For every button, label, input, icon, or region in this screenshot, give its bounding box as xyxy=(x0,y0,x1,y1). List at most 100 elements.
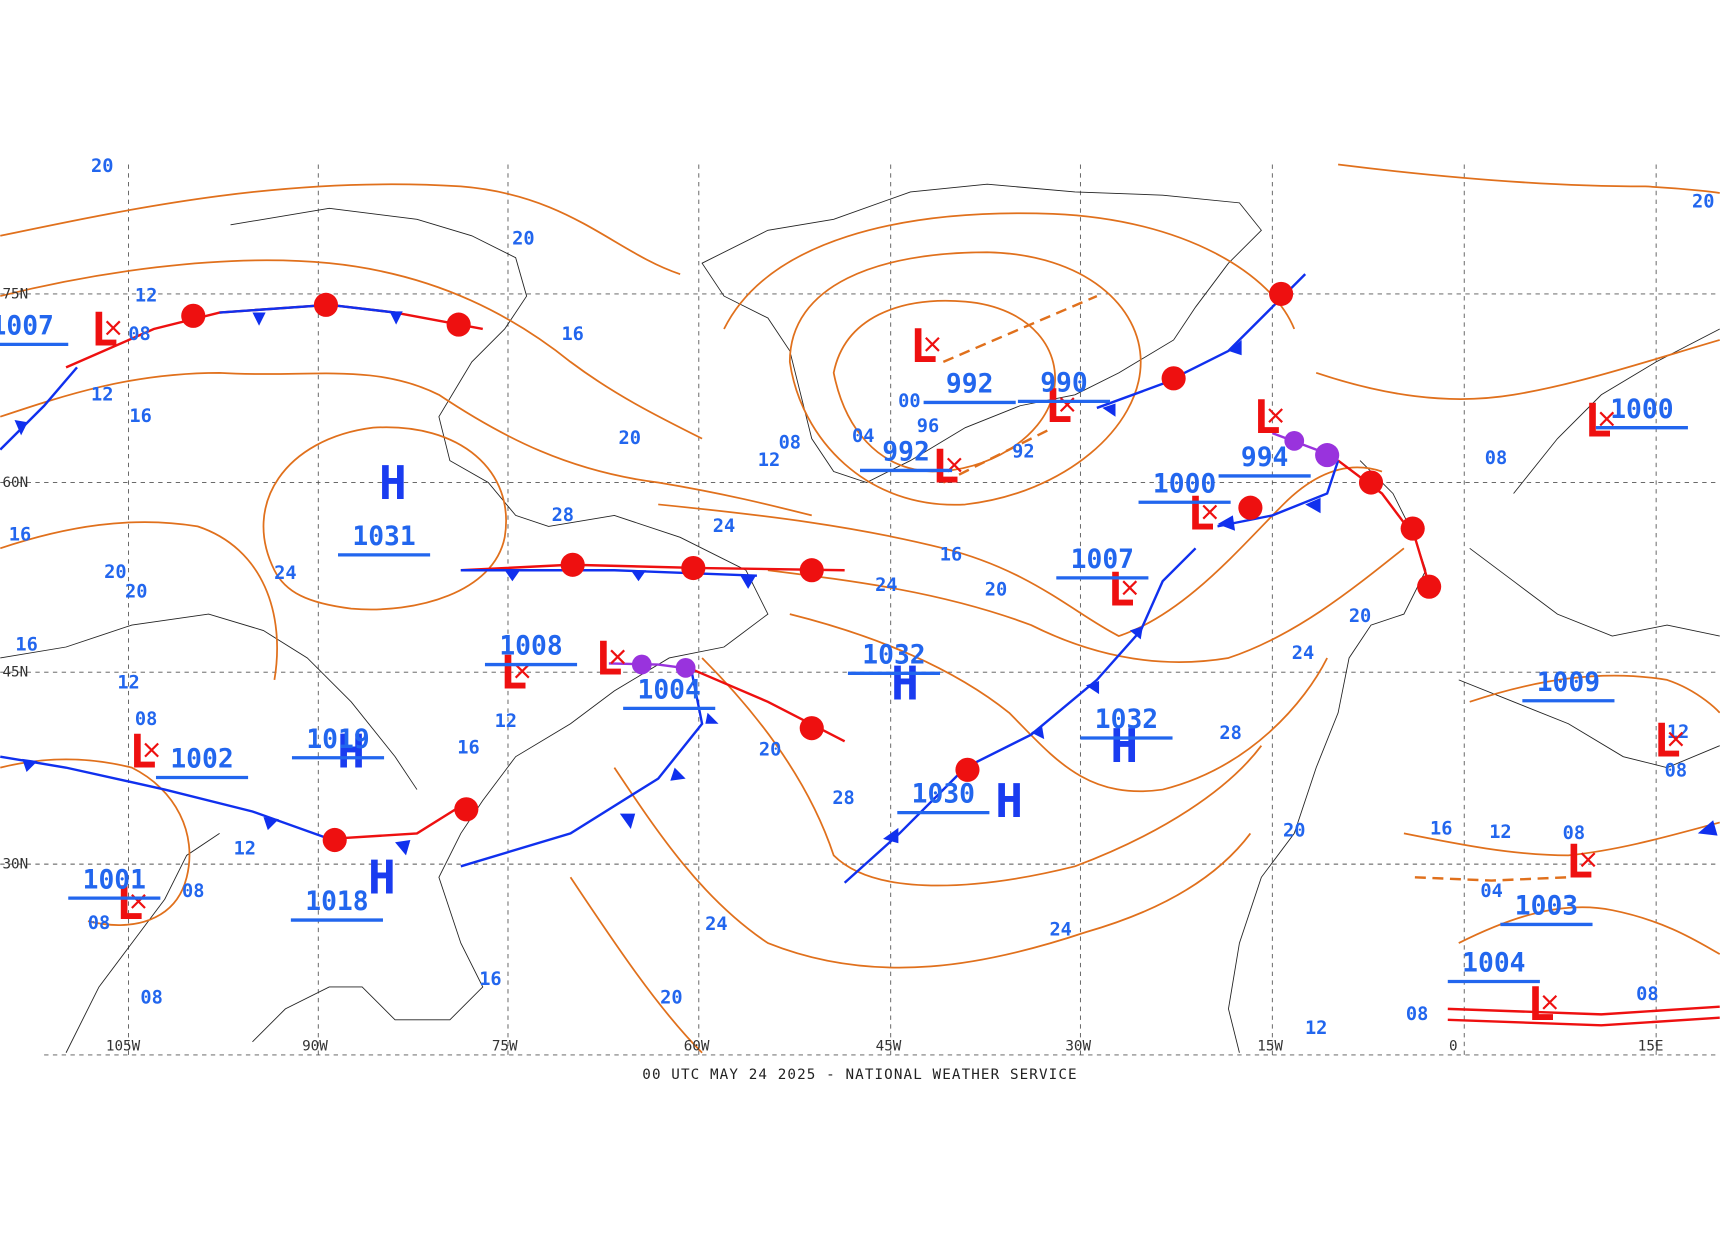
isobar xyxy=(1315,339,1720,400)
isobar-label: 16 xyxy=(940,544,962,565)
isobar-label: 24 xyxy=(705,914,727,935)
isobar-label: 12 xyxy=(1667,722,1689,743)
isobar-label: 20 xyxy=(759,740,781,761)
center-pressure: 1004 xyxy=(1462,949,1525,979)
labels: 105W 90W 75W 60W 45W 30W 15W 0 15E 75N 60N 45N 30N 20… xyxy=(0,156,1715,1055)
longitude-label: 105W xyxy=(106,1039,141,1055)
isobar xyxy=(723,212,1296,330)
high-pressure-center: H 1030 xyxy=(897,774,1023,828)
cold-front xyxy=(460,668,704,868)
cold-symbol xyxy=(263,816,279,831)
cold-front xyxy=(964,547,1197,769)
warm-symbol xyxy=(955,757,980,782)
isobar-label: 24 xyxy=(875,575,897,596)
stationary-front xyxy=(219,303,396,314)
isobars xyxy=(0,163,1720,1054)
warm-symbol xyxy=(313,292,339,317)
high-pressure-center: H 1031 xyxy=(338,456,431,557)
stationary-front xyxy=(460,569,757,577)
isobar-label: 28 xyxy=(832,788,854,809)
cold-symbol xyxy=(705,712,719,724)
warm-symbol xyxy=(322,827,347,853)
isobar-label: 08 xyxy=(88,913,110,934)
fronts xyxy=(0,273,1720,1027)
center-pressure: 1007 xyxy=(1071,545,1134,575)
cold-symbol xyxy=(395,840,411,856)
isobar-label: 16 xyxy=(457,737,479,758)
center-marker xyxy=(1599,411,1615,427)
isobar-label: 20 xyxy=(104,562,126,583)
center-pressure: 1018 xyxy=(305,887,368,917)
center-marker xyxy=(144,742,159,758)
center-marker xyxy=(1122,580,1138,596)
isobar-label: 16 xyxy=(479,969,501,990)
isobar xyxy=(0,259,703,440)
center-pressure: 1000 xyxy=(1610,395,1673,425)
cold-symbol xyxy=(1228,339,1242,356)
isobar-label: 20 xyxy=(91,156,113,177)
cold-symbol xyxy=(504,570,521,582)
isobar-label: 20 xyxy=(1349,606,1371,627)
center-marker xyxy=(610,649,626,665)
greenland-coast xyxy=(701,183,1262,483)
warm-symbol xyxy=(1400,516,1425,541)
low-pressure-center: L 1002 xyxy=(129,725,249,780)
warm-symbol xyxy=(1417,574,1442,599)
isobar-label: 08 xyxy=(779,433,801,454)
isobar xyxy=(1469,674,1720,714)
center-symbol: H xyxy=(995,774,1023,828)
isobar-label: 08 xyxy=(1485,448,1507,469)
center-pressure: 1019 xyxy=(306,725,369,755)
warm-symbol xyxy=(446,312,471,337)
isobar-label: 12 xyxy=(135,286,157,307)
occluded-symbol xyxy=(631,654,652,675)
isobar-label: 96 xyxy=(917,416,939,437)
cold-front xyxy=(843,766,967,884)
isobar-label: 08 xyxy=(1665,760,1687,781)
cold-symbol xyxy=(670,767,686,781)
cold-front xyxy=(1217,460,1340,528)
warm-symbol xyxy=(1161,366,1186,391)
warm-symbol xyxy=(799,558,824,583)
isobar-label: 08 xyxy=(182,881,204,902)
isobar-label: 20 xyxy=(618,428,640,449)
isobar-label: 12 xyxy=(1305,1018,1327,1039)
warm-symbol xyxy=(1358,470,1384,495)
center-marker xyxy=(1542,994,1558,1010)
cold-symbol xyxy=(630,570,647,582)
center-pressure: 1009 xyxy=(1537,668,1600,698)
isobar xyxy=(701,657,1263,887)
isobar-label: 20 xyxy=(512,229,534,250)
occluded-symbol xyxy=(1315,443,1340,468)
cold-symbol xyxy=(883,827,899,844)
cold-front xyxy=(0,366,78,451)
center-pressure: 994 xyxy=(1241,443,1288,473)
isobar-label: 08 xyxy=(1636,984,1658,1005)
isobar-label: 16 xyxy=(1430,819,1452,840)
longitude-label: 90W xyxy=(302,1039,328,1055)
occluded-front-symbols xyxy=(631,430,1340,678)
isobar-label: 00 xyxy=(898,391,920,412)
center-pressure: 1007 xyxy=(0,311,54,341)
isobar-label: 16 xyxy=(561,324,583,345)
isobar-label: 28 xyxy=(1219,723,1241,744)
center-pressure: 1004 xyxy=(638,676,701,706)
longitude-label: 15E xyxy=(1638,1039,1664,1055)
isobar xyxy=(262,426,507,611)
isobar-label: 16 xyxy=(129,406,151,427)
isobar xyxy=(613,767,1252,969)
isobar-label: 04 xyxy=(1480,881,1502,902)
warm-front-symbols xyxy=(181,281,1442,853)
latitude-label: 30N xyxy=(2,857,28,873)
isobar-label: 12 xyxy=(758,450,780,471)
